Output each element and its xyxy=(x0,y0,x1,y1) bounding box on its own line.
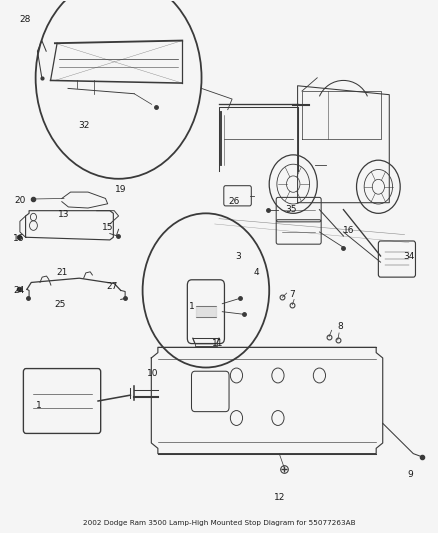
Text: 20: 20 xyxy=(14,196,26,205)
Text: 11: 11 xyxy=(212,339,224,348)
Text: 16: 16 xyxy=(343,226,355,235)
Text: 1: 1 xyxy=(36,401,42,410)
Text: 19: 19 xyxy=(115,185,127,194)
Text: 3: 3 xyxy=(236,253,241,261)
Text: 26: 26 xyxy=(229,197,240,206)
Text: 15: 15 xyxy=(102,223,113,232)
Text: 16: 16 xyxy=(13,234,25,243)
Text: 35: 35 xyxy=(285,205,297,214)
Text: 2002 Dodge Ram 3500 Lamp-High Mounted Stop Diagram for 55077263AB: 2002 Dodge Ram 3500 Lamp-High Mounted St… xyxy=(83,520,355,526)
Text: 32: 32 xyxy=(78,121,89,130)
Text: 1: 1 xyxy=(189,302,195,311)
Text: 28: 28 xyxy=(19,15,30,24)
Text: 7: 7 xyxy=(290,289,295,298)
Text: 12: 12 xyxy=(274,493,285,502)
Text: 27: 27 xyxy=(106,282,118,291)
Text: 25: 25 xyxy=(54,300,65,309)
Text: 10: 10 xyxy=(147,369,159,378)
Text: 34: 34 xyxy=(403,253,415,261)
Text: 24: 24 xyxy=(14,286,25,295)
Text: 8: 8 xyxy=(338,321,343,330)
Text: 13: 13 xyxy=(58,210,70,219)
Text: 21: 21 xyxy=(56,269,67,277)
Text: 4: 4 xyxy=(253,269,259,277)
Text: 9: 9 xyxy=(407,471,413,479)
